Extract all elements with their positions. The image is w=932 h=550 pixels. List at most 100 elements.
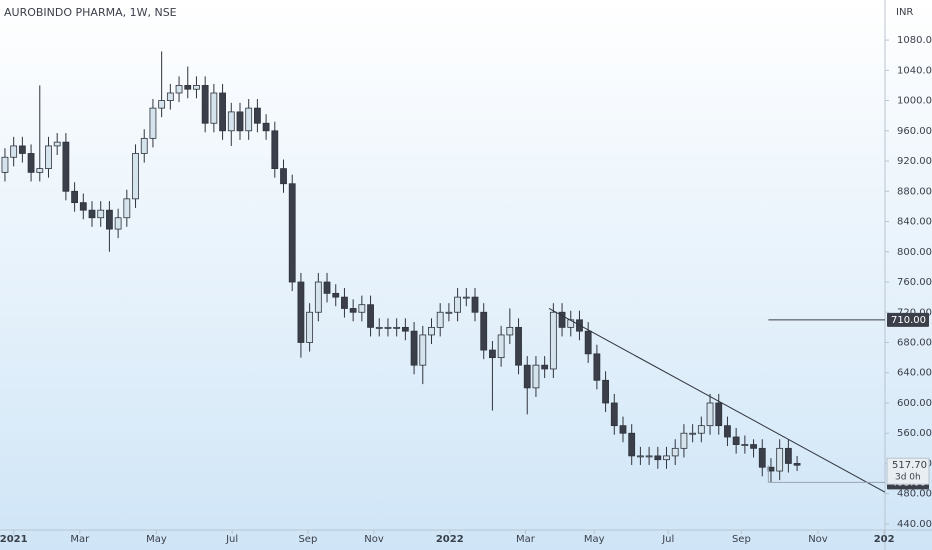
candle-body: [549, 311, 557, 370]
x-tick-label: May: [584, 534, 605, 545]
candle-body: [515, 326, 522, 366]
candle-body: [715, 402, 723, 427]
candle-body: [45, 145, 52, 170]
candle-body: [724, 425, 731, 438]
candle-body: [454, 296, 462, 313]
candle-body: [593, 353, 601, 381]
candle-body: [253, 107, 261, 124]
candle-body: [132, 153, 139, 200]
candle-body: [384, 326, 392, 329]
candle-body: [367, 304, 374, 328]
candle-body: [375, 326, 383, 329]
candle-body: [149, 107, 157, 139]
candle-body: [175, 85, 183, 94]
candle-body: [506, 326, 514, 336]
y-tick-label: 680.00: [897, 337, 932, 348]
x-tick-label: Sep: [732, 534, 751, 545]
candle-body: [480, 311, 488, 351]
candle-body: [166, 92, 174, 101]
y-tick-label: 560.00: [897, 428, 932, 439]
level-label: 710.00: [891, 315, 926, 326]
last-price-label: 517.70: [892, 460, 927, 471]
candle-body: [663, 455, 670, 461]
candle-body: [280, 168, 287, 185]
last-price-box: [886, 457, 930, 485]
candle-body: [689, 432, 697, 435]
candle-body: [332, 292, 340, 298]
candle-body: [602, 379, 609, 404]
candle-body: [323, 281, 331, 294]
candle-body: [793, 463, 801, 466]
x-tick-label: May: [146, 534, 167, 545]
chart-title: AUROBINDO PHARMA, 1W, NSE: [4, 6, 177, 19]
currency: INR: [896, 7, 913, 18]
candle-body: [436, 311, 444, 328]
candle-body: [1, 156, 9, 173]
x-tick-label: 202: [874, 534, 895, 545]
y-tick-label: 640.00: [897, 368, 932, 379]
candle-body: [706, 402, 714, 427]
candle-body: [262, 122, 270, 132]
candle-body: [671, 447, 679, 457]
y-tick-label: 600.00: [897, 398, 932, 409]
candle-body: [53, 141, 61, 147]
candle-body: [210, 92, 218, 124]
candle-body: [97, 209, 105, 219]
candle-body: [193, 85, 200, 90]
candle-body: [88, 209, 96, 219]
candle-body: [123, 198, 131, 219]
y-tick-label: 440.00: [897, 519, 932, 530]
candle-body: [541, 364, 549, 370]
x-tick-label: Nov: [808, 534, 828, 545]
candle-body: [567, 319, 575, 328]
y-tick-label: 880.00: [897, 186, 932, 197]
candle-body: [349, 308, 357, 313]
candle-body: [184, 85, 192, 90]
candle-body: [471, 296, 479, 313]
candle-body: [306, 311, 314, 343]
x-tick-label: Sep: [298, 534, 317, 545]
candle-body: [10, 145, 18, 158]
level-label-box: [887, 312, 929, 327]
candle-body: [27, 153, 35, 173]
candle-body: [62, 141, 70, 192]
candle-body: [445, 311, 453, 314]
candle-body: [114, 217, 122, 230]
candle-body: [610, 402, 618, 427]
candle-body: [201, 85, 209, 124]
candle-body: [140, 137, 148, 154]
candle-body: [523, 364, 531, 389]
y-tick-label: 760.00: [897, 277, 932, 288]
candle-body: [419, 334, 427, 366]
trendline: [548, 308, 886, 493]
countdown: 3d 0h: [895, 473, 921, 483]
candle-body: [158, 100, 166, 109]
candle-body: [584, 330, 592, 355]
candle-body: [79, 202, 87, 211]
candle-body: [776, 447, 784, 472]
candle-body: [219, 92, 226, 132]
candle-body: [428, 326, 435, 336]
x-tick-label: Nov: [364, 534, 384, 545]
candle-body: [628, 432, 636, 457]
candle-body: [106, 209, 113, 230]
candle-body: [784, 447, 792, 464]
x-tick-label: Jul: [225, 534, 238, 545]
x-tick-label: Jul: [661, 534, 674, 545]
candle-body: [645, 455, 653, 458]
candle-body: [758, 447, 766, 468]
candle-body: [741, 444, 749, 446]
candle-body: [36, 168, 44, 173]
candle-body: [401, 326, 409, 332]
y-tick-label: 1080.00: [897, 35, 932, 46]
x-tick-label: 2021: [0, 534, 28, 545]
y-tick-label: 1040.00: [897, 65, 932, 76]
candle-body: [636, 455, 644, 458]
y-tick-label: 960.00: [897, 126, 932, 137]
candle-body: [767, 466, 775, 472]
x-tick-label: 2022: [436, 534, 464, 545]
candle-body: [297, 281, 305, 343]
candle-body: [288, 183, 296, 283]
